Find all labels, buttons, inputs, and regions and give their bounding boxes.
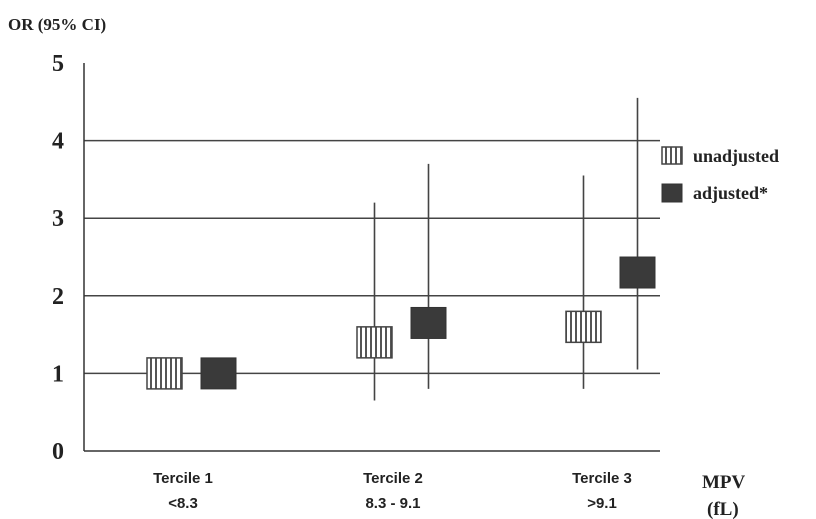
category-name: Tercile 1 <box>153 470 213 487</box>
y-axis-label: OR (95% CI) <box>8 15 106 34</box>
or-marker-adjusted <box>619 256 656 289</box>
x-axis-label: MPV <box>702 472 746 493</box>
category-name: Tercile 3 <box>572 470 632 487</box>
legend-label-unadjusted: unadjusted <box>693 146 779 166</box>
x-category-labels: Tercile 1 <8.3 Tercile 2 8.3 - 9.1 Tercile 3… <box>153 470 632 512</box>
or-marker-adjusted <box>410 306 447 339</box>
y-tick-label: 4 <box>52 129 64 155</box>
legend-swatch-unadjusted <box>661 146 683 165</box>
or-marker-adjusted <box>200 357 237 390</box>
legend-label-adjusted: adjusted* <box>693 183 768 203</box>
category-range: >9.1 <box>587 495 617 512</box>
y-tick-label: 1 <box>52 361 64 387</box>
or-marker-unadjusted <box>146 357 183 390</box>
category-name: Tercile 2 <box>363 470 423 487</box>
or-marker-unadjusted <box>565 310 602 344</box>
axes <box>83 63 660 452</box>
or-markers <box>146 256 656 390</box>
y-tick-labels: 0 1 2 3 4 5 <box>52 51 64 465</box>
y-tick-label: 0 <box>52 439 64 465</box>
legend-swatch-adjusted <box>661 183 683 203</box>
confidence-intervals <box>373 97 639 401</box>
x-axis-unit: (fL) <box>707 499 739 519</box>
y-tick-label: 3 <box>52 206 64 232</box>
category-range: 8.3 - 9.1 <box>365 495 420 512</box>
grid-lines <box>84 139 660 375</box>
legend: unadjusted adjusted* <box>661 146 779 203</box>
category-range: <8.3 <box>168 495 198 512</box>
or-marker-unadjusted <box>356 326 393 359</box>
y-tick-label: 2 <box>52 284 64 310</box>
y-tick-label: 5 <box>52 51 64 77</box>
